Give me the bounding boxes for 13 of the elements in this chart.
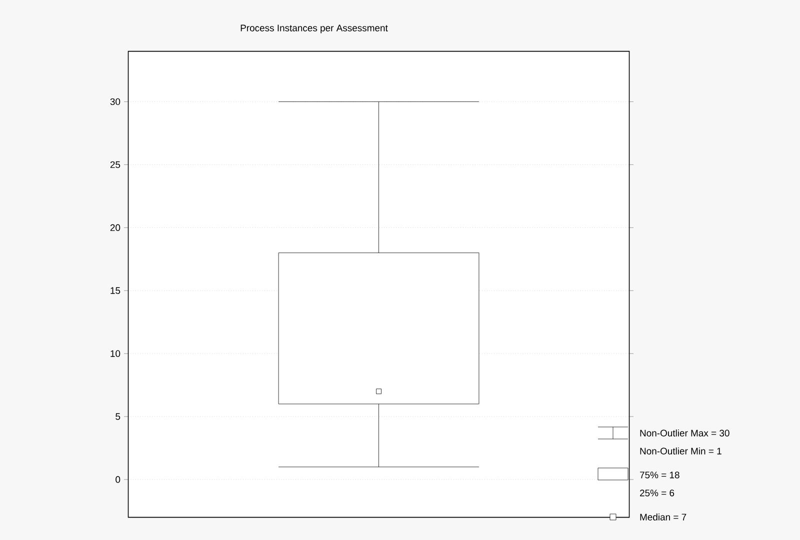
y-tick-label: 10: [110, 350, 120, 357]
y-tick-label: 15: [110, 287, 120, 294]
y-tick-label: 0: [116, 476, 120, 483]
y-tick-label: 20: [110, 224, 120, 231]
text: 75% = 18: [640, 472, 680, 478]
text: Non-Outlier Min = 1: [640, 448, 722, 454]
y-tick-label: 5: [116, 413, 120, 420]
text: Median = 7: [640, 514, 686, 520]
y-tick-label: 30: [110, 98, 120, 106]
text: Non-Outlier Max = 30: [640, 430, 730, 436]
text: 25% = 6: [640, 490, 674, 496]
chart-title: Process Instances per Assessment: [240, 24, 388, 34]
y-tick-label: 25: [110, 161, 120, 168]
